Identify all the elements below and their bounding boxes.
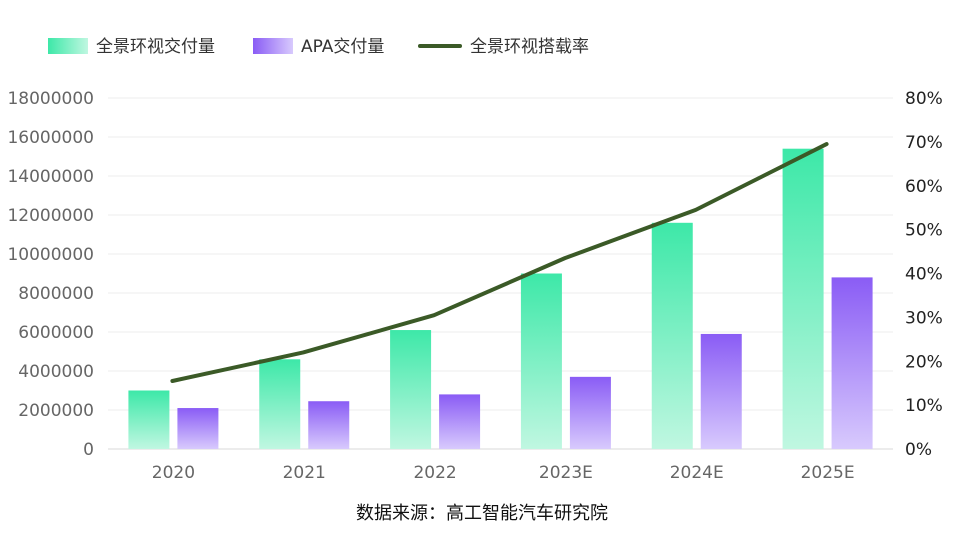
left-axis-ticks: 0 2000000 4000000 6000000 8000000 10000000 120… — [7, 89, 94, 460]
right-tick-label: 80% — [905, 89, 943, 109]
right-tick-label: 10% — [905, 396, 943, 416]
x-tick-label: 2020 — [152, 463, 195, 483]
bars — [128, 148, 873, 449]
x-tick-label: 2022 — [413, 463, 456, 483]
x-tick-label: 2025E — [801, 463, 855, 483]
left-tick-label: 0 — [83, 440, 94, 460]
bar-apa-volume — [177, 408, 219, 449]
bar-apa-volume — [831, 277, 873, 449]
right-tick-label: 60% — [905, 177, 943, 197]
legend-label-apa-volume: APA交付量 — [301, 37, 384, 57]
x-tick-label: 2024E — [670, 463, 724, 483]
bar-apa-volume — [569, 376, 611, 449]
right-axis-ticks: 0% 10% 20% 30% 40% 50% 60% 70% 80% — [905, 89, 943, 460]
left-tick-label: 8000000 — [18, 284, 94, 304]
rate-point — [302, 351, 304, 353]
bar-panoramic-volume — [520, 273, 562, 449]
x-axis-ticks: 2020 2021 2022 2023E 2024E 2025E — [152, 463, 855, 483]
left-tick-label: 18000000 — [7, 89, 94, 109]
rate-point — [564, 257, 566, 259]
rate-line — [170, 142, 829, 383]
bar-panoramic-volume — [259, 359, 301, 449]
left-tick-label: 6000000 — [18, 323, 94, 343]
rate-point — [826, 143, 828, 145]
x-tick-label: 2023E — [539, 463, 593, 483]
right-tick-label: 20% — [905, 352, 943, 372]
bar-apa-volume — [439, 394, 481, 449]
left-tick-label: 4000000 — [18, 362, 94, 382]
right-tick-label: 40% — [905, 265, 943, 285]
bar-panoramic-volume — [390, 330, 432, 449]
legend: 全景环视交付量 APA交付量 全景环视搭载率 — [48, 37, 589, 57]
right-tick-label: 0% — [905, 440, 932, 460]
left-tick-label: 14000000 — [7, 167, 94, 187]
rate-line-path — [170, 142, 829, 383]
left-tick-label: 12000000 — [7, 206, 94, 226]
left-tick-label: 16000000 — [7, 128, 94, 148]
rate-point — [171, 380, 173, 382]
rate-point — [433, 314, 435, 316]
x-tick-label: 2021 — [283, 463, 326, 483]
legend-swatch-apa-volume — [253, 38, 293, 54]
bar-panoramic-volume — [782, 148, 824, 449]
legend-label-panoramic-volume: 全景环视交付量 — [96, 37, 215, 57]
bar-apa-volume — [308, 401, 350, 449]
right-tick-label: 50% — [905, 221, 943, 241]
left-tick-label: 2000000 — [18, 401, 94, 421]
bar-apa-volume — [700, 333, 742, 449]
bar-panoramic-volume — [128, 390, 170, 449]
right-tick-label: 70% — [905, 133, 943, 153]
right-tick-label: 30% — [905, 308, 943, 328]
legend-swatch-panoramic-volume — [48, 38, 88, 54]
bar-panoramic-volume — [651, 222, 693, 449]
source-note: 数据来源：高工智能汽车研究院 — [356, 503, 608, 524]
gridlines — [108, 97, 893, 450]
left-tick-label: 10000000 — [7, 245, 94, 265]
legend-label-panoramic-rate: 全景环视搭载率 — [470, 37, 589, 57]
rate-point — [695, 209, 697, 211]
